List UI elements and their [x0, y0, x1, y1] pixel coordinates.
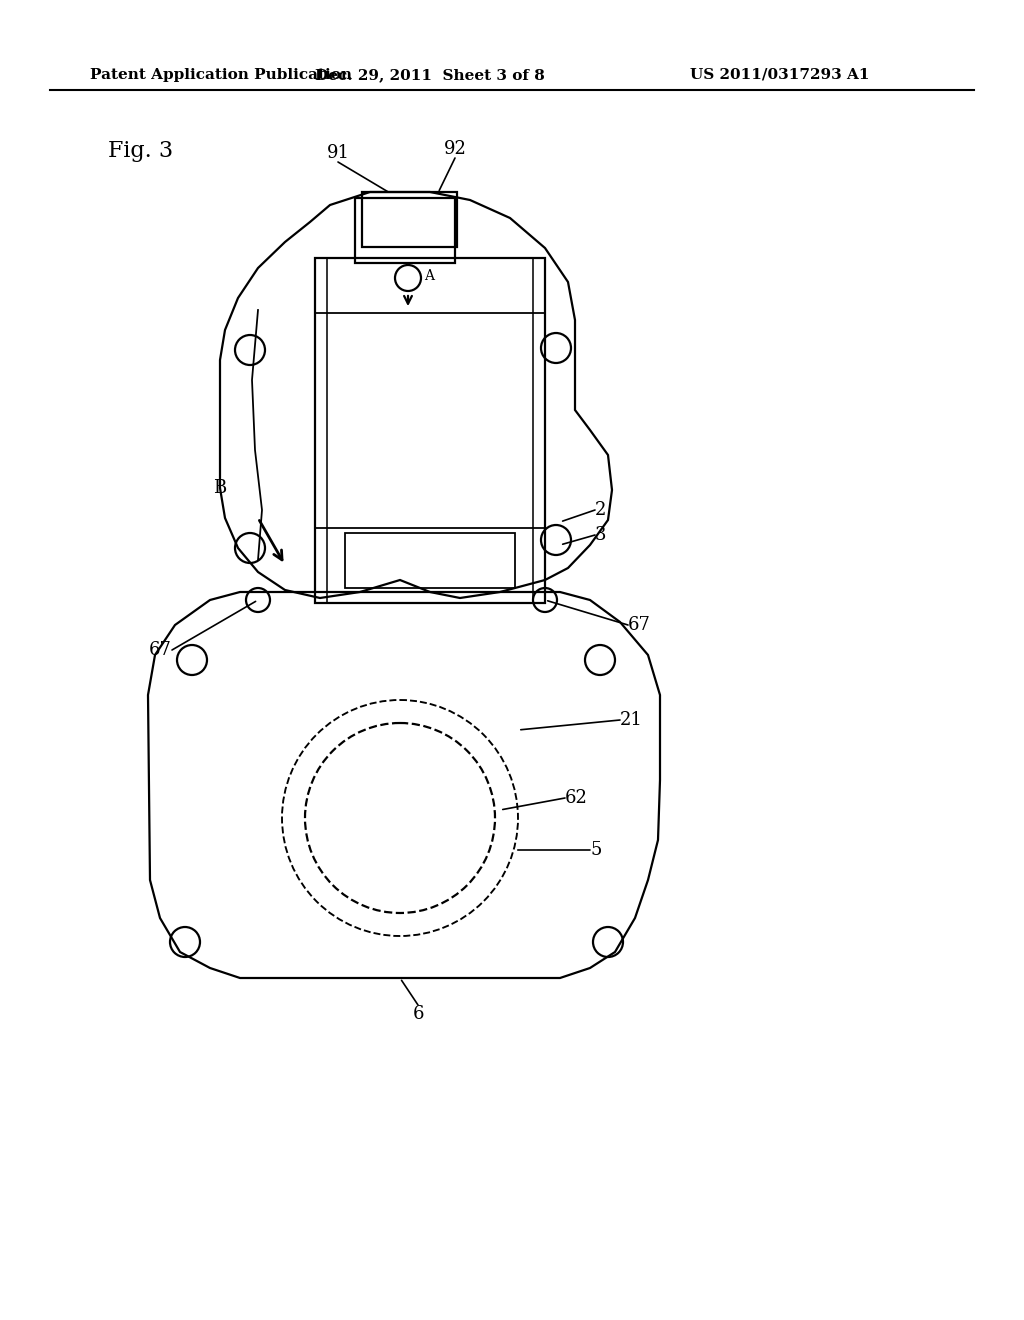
Text: 62: 62	[565, 789, 588, 807]
Text: 21: 21	[620, 711, 643, 729]
Text: 67: 67	[628, 616, 651, 634]
Text: 5: 5	[590, 841, 601, 859]
Text: Dec. 29, 2011  Sheet 3 of 8: Dec. 29, 2011 Sheet 3 of 8	[315, 69, 545, 82]
Text: 6: 6	[413, 1005, 424, 1023]
Bar	[345, 533, 515, 587]
Bar	[355, 198, 455, 263]
Text: US 2011/0317293 A1: US 2011/0317293 A1	[690, 69, 870, 82]
Text: B: B	[213, 479, 226, 498]
Text: A: A	[424, 269, 434, 282]
Text: 91: 91	[327, 144, 349, 162]
Text: 3: 3	[595, 525, 606, 544]
Text: 2: 2	[595, 502, 606, 519]
Bar	[315, 257, 545, 603]
Bar	[362, 191, 457, 247]
Text: 67: 67	[150, 642, 172, 659]
Text: Fig. 3: Fig. 3	[108, 140, 173, 162]
Text: Patent Application Publication: Patent Application Publication	[90, 69, 352, 82]
Text: 92: 92	[443, 140, 467, 158]
